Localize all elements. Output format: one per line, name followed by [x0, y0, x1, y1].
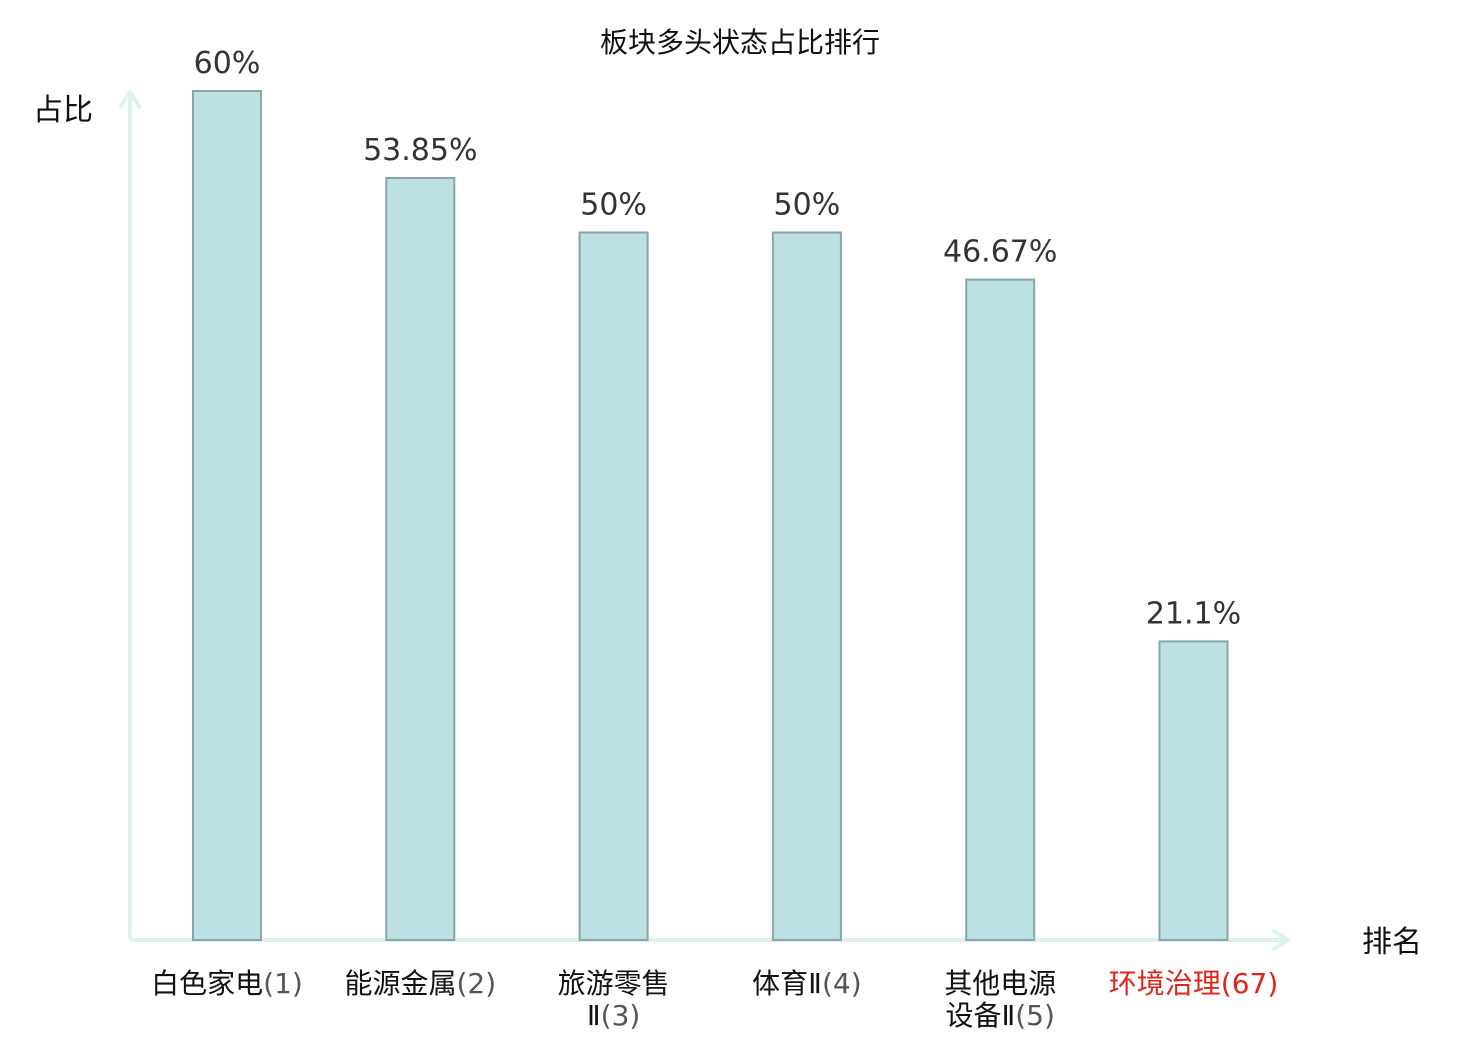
category-rank: (1) [263, 967, 303, 1000]
category-name-line: Ⅱ [587, 999, 601, 1032]
category-rank: (3) [601, 999, 641, 1032]
category-label-2: 能源金属(2) [344, 967, 496, 1000]
category-rank: (5) [1015, 999, 1055, 1032]
category-label-3: 旅游零售 Ⅱ(3) [558, 967, 670, 1032]
y-axis-arrow [118, 88, 142, 110]
value-label-1: 60% [194, 46, 261, 81]
category-rank: (4) [822, 967, 862, 1000]
category-label-1: 白色家电(1) [151, 967, 303, 1000]
category-name-line: 设备Ⅱ [945, 999, 1015, 1032]
category-name-line: 其他电源 [944, 967, 1056, 1000]
category-labels-group: 白色家电(1) 能源金属(2) 旅游零售 Ⅱ(3) 体育Ⅱ(4) 其他电源设备Ⅱ(5) 环境… [151, 967, 1278, 1032]
category-rank: (67) [1221, 967, 1278, 1000]
category-label-6: 环境治理(67) [1109, 967, 1279, 1000]
bars-group [192, 90, 1229, 942]
category-rank: (2) [456, 967, 496, 1000]
x-axis-label: 排名 [1362, 925, 1422, 960]
category-name-line: 旅游零售 [558, 967, 670, 1000]
value-label-6: 21.1% [1146, 596, 1241, 631]
category-name-line: 能源金属 [344, 967, 456, 1000]
y-axis-label: 占比 [33, 93, 93, 128]
x-axis-arrow [1270, 928, 1292, 952]
value-label-4: 50% [774, 188, 841, 223]
category-label-5: 其他电源设备Ⅱ(5) [944, 967, 1056, 1032]
category-name-line: 环境治理 [1109, 967, 1221, 1000]
category-name-line: 白色家电 [151, 967, 263, 1000]
bar-6 [1158, 640, 1229, 942]
category-name-line: 体育Ⅱ [752, 967, 822, 1000]
bar-5 [965, 278, 1036, 942]
bar-3 [578, 231, 649, 941]
value-label-2: 53.85% [363, 133, 477, 168]
value-label-3: 50% [580, 188, 647, 223]
chart-title: 板块多头状态占比排行 [600, 26, 880, 59]
category-label-4: 体育Ⅱ(4) [752, 967, 861, 1000]
bar-2 [385, 177, 456, 941]
value-label-5: 46.67% [943, 235, 1057, 270]
bar-1 [192, 90, 262, 941]
bar-4 [771, 231, 842, 941]
value-labels-group: 60% 53.85% 50% 50% 46.67% 21.1% [194, 46, 1242, 631]
